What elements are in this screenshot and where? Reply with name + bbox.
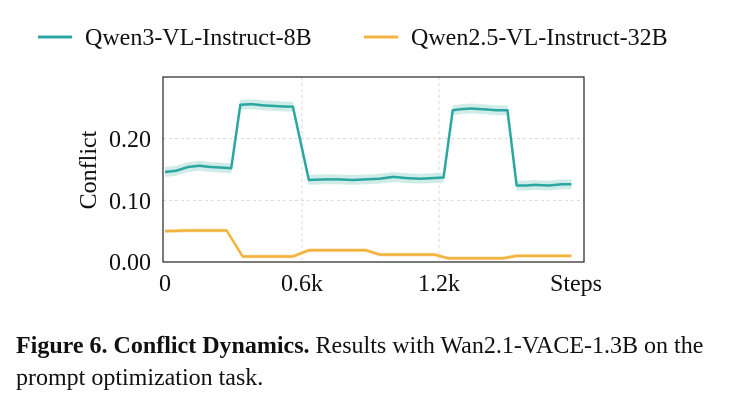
x-tick-label: 1.2k xyxy=(418,271,460,297)
caption-figure-label: Figure 6. xyxy=(16,333,108,359)
grid xyxy=(163,77,584,262)
confidence-band-series-0 xyxy=(165,99,572,191)
chart-figure: Qwen3-VL-Instruct-8B Qwen2.5-VL-Instruct… xyxy=(38,25,668,297)
caption-title: Conflict Dynamics. xyxy=(113,333,310,359)
x-tick-label: 0 xyxy=(159,271,171,297)
y-tick-label: 0.20 xyxy=(109,127,151,153)
series-line-0 xyxy=(164,102,572,187)
series-line-1 xyxy=(164,229,572,260)
confidence-band-series-1 xyxy=(165,228,572,261)
legend-label-qwen3: Qwen3-VL-Instruct-8B xyxy=(85,25,312,51)
x-tick-label: 0.6k xyxy=(281,271,323,297)
y-tick-label: 0.10 xyxy=(109,189,151,215)
y-tick-label: 0.00 xyxy=(109,250,151,276)
y-axis-label: Conflict xyxy=(76,130,102,209)
legend-label-qwen25: Qwen2.5-VL-Instruct-32B xyxy=(411,25,668,51)
plot-frame xyxy=(162,76,585,263)
x-axis-label: Steps xyxy=(550,271,602,297)
series-lines xyxy=(164,102,572,260)
figure-caption: Figure 6. Conflict Dynamics. Results wit… xyxy=(16,330,728,394)
legend: Qwen3-VL-Instruct-8B Qwen2.5-VL-Instruct… xyxy=(38,25,668,51)
caption-text: Results with Wan2.1-VACE-1.3B on the pro… xyxy=(16,333,704,391)
